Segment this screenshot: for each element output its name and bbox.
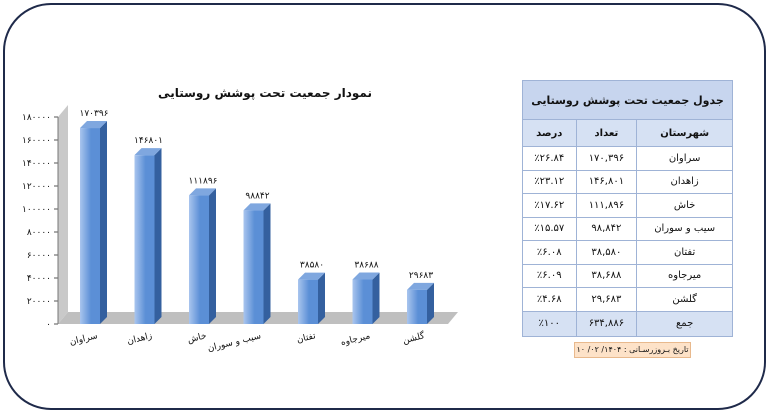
bar [134, 155, 155, 324]
table-total-label: جمع [636, 310, 733, 337]
update-date-badge: تاریخ بـروزرسـانی : ۱۴۰۴/ ۰۲/ ۱۰ [574, 342, 691, 358]
table-row: میرجاوه ۳۸,۶۸۸ ٪۶.۰۹ [522, 263, 733, 288]
y-tick-label: ۸۰۰۰۰ [27, 228, 51, 238]
table-cell: گلشن [636, 287, 733, 312]
table-cell: ٪۲۳.۱۲ [522, 169, 577, 194]
table-cell: سیب و سوران [636, 216, 733, 241]
table-cell: ۱۴۶,۸۰۱ [575, 169, 638, 194]
bar-value-label: ۱۷۰۳۹۶ [79, 109, 108, 119]
table-cell: ٪۶.۰۸ [522, 240, 577, 265]
y-tick-label: ۱۲۰۰۰۰ [22, 182, 51, 192]
bar-top [189, 188, 216, 196]
table-cell: ٪۱۵.۵۷ [522, 216, 577, 241]
bar-top [134, 148, 162, 156]
table-header-percent: درصد [522, 119, 577, 147]
table-cell: ۱۷۰,۳۹۶ [575, 146, 638, 171]
table-row: خاش ۱۱۱,۸۹۶ ٪۱۷.۶۲ [522, 193, 733, 218]
table-row: گلشن ۲۹,۶۸۳ ٪۴.۶۸ [522, 287, 733, 312]
table-header-county: شهرستان [636, 119, 733, 147]
table-cell: میرجاوه [636, 263, 733, 288]
x-tick-label: تفتان [296, 331, 317, 345]
bar-side [318, 272, 325, 324]
x-tick-label: گلشن [401, 329, 426, 346]
table-cell: ٪۶.۰۹ [522, 263, 577, 288]
bar-top [352, 272, 380, 280]
bar-value-label: ۱۱۱۸۹۶ [188, 176, 217, 186]
table-row: تفتان ۳۸,۵۸۰ ٪۶.۰۸ [522, 240, 733, 265]
bar-value-label: ۲۹۶۸۳ [409, 271, 433, 281]
x-tick-label: زاهدان [126, 331, 153, 347]
table-cell: ٪۲۶.۸۴ [522, 146, 577, 171]
table-cell: ۳۸,۵۸۰ [575, 240, 638, 265]
bar [298, 279, 318, 324]
table-caption: جدول جمعیت تحت پوشش روستایی [522, 80, 733, 120]
bar-top [298, 272, 325, 280]
bar-value-label: ۱۴۶۸۰۱ [134, 136, 163, 146]
y-tick-label: ۶۰۰۰۰ [27, 251, 51, 261]
y-tick-label: ۰ [46, 320, 51, 330]
table-cell: خاش [636, 193, 733, 218]
bar [407, 289, 427, 324]
table-cell: ۲۹,۶۸۳ [575, 287, 638, 312]
bar-side [427, 282, 434, 324]
y-tick-label: ۲۰۰۰۰ [27, 297, 51, 307]
y-tick-label: ۱۰۰۰۰۰ [22, 205, 51, 215]
table-row: زاهدان ۱۴۶,۸۰۱ ٪۲۳.۱۲ [522, 169, 733, 194]
bar [189, 195, 209, 324]
table-cell: ۹۸,۸۴۲ [575, 216, 638, 241]
bar-value-label: ۳۸۶۸۸ [354, 261, 378, 271]
bar-side [263, 203, 271, 324]
table-cell: ٪۴.۶۸ [522, 287, 577, 312]
bar-top [243, 203, 271, 211]
table-cell: ۳۸,۶۸۸ [575, 263, 638, 288]
chart-title: نمودار جمعیت تحت پوشش روستایی [158, 86, 372, 100]
chart-side-wall [58, 105, 68, 324]
table-cell: زاهدان [636, 169, 733, 194]
bar-side [100, 121, 107, 324]
table-cell: سراوان [636, 146, 733, 171]
bar-side [372, 272, 380, 324]
bar-side [154, 148, 162, 324]
x-tick-label: میرجاوه [340, 331, 372, 348]
bar [352, 279, 373, 324]
table-header-count: تعداد [575, 119, 638, 147]
x-tick-label: سراوان [69, 331, 99, 348]
bar [243, 210, 264, 324]
table-total-count: ۶۳۴,۸۸۶ [575, 310, 638, 337]
bar-top [407, 282, 434, 290]
table-cell: تفتان [636, 240, 733, 265]
bar-side [209, 188, 216, 324]
x-tick-label: خاش [187, 331, 208, 345]
table-total-row: جمع ۶۳۴,۸۸۶ ٪۱۰۰ [522, 310, 733, 337]
table-total-percent: ٪۱۰۰ [522, 310, 577, 337]
y-tick-label: ۱۸۰۰۰۰ [22, 113, 51, 123]
table-cell: ۱۱۱,۸۹۶ [575, 193, 638, 218]
y-tick-label: ۱۶۰۰۰۰ [22, 136, 51, 146]
bar-value-label: ۹۸۸۴۲ [245, 191, 269, 201]
y-tick-label: ۴۰۰۰۰ [27, 274, 51, 284]
population-table: جدول جمعیت تحت پوشش روستایی شهرستان تعدا… [522, 80, 733, 337]
x-tick-label: سیب و سوران [207, 331, 263, 354]
y-tick-label: ۱۴۰۰۰۰ [22, 159, 51, 169]
bar [80, 128, 100, 324]
table-row: سیب و سوران ۹۸,۸۴۲ ٪۱۵.۵۷ [522, 216, 733, 241]
bar-value-label: ۳۸۵۸۰ [300, 261, 324, 271]
bar-top [80, 121, 107, 129]
table-cell: ٪۱۷.۶۲ [522, 193, 577, 218]
table-row: سراوان ۱۷۰,۳۹۶ ٪۲۶.۸۴ [522, 146, 733, 171]
